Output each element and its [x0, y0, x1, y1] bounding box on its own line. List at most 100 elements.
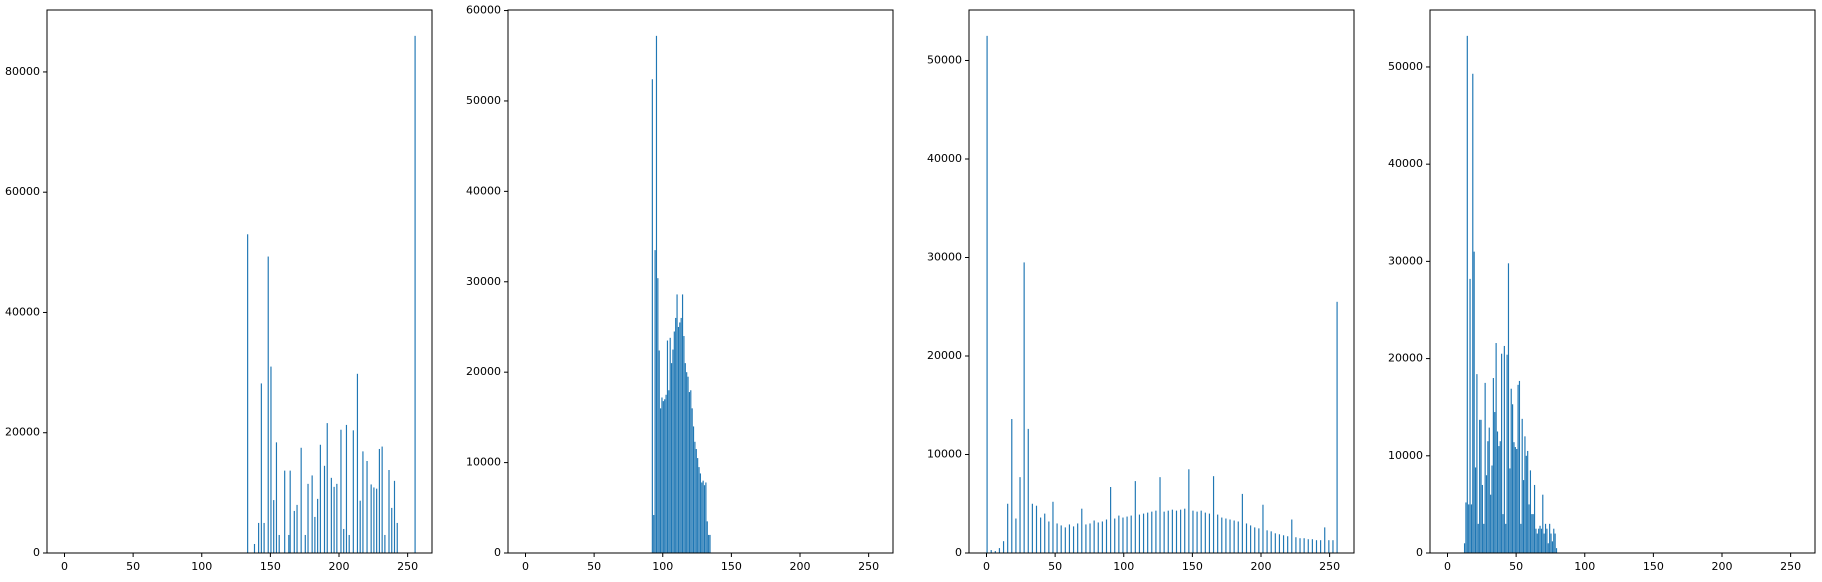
bar	[258, 522, 260, 553]
bar	[1521, 418, 1523, 553]
bar	[1529, 470, 1532, 553]
bar	[684, 363, 686, 553]
bar	[263, 522, 265, 553]
bar	[1023, 262, 1025, 553]
bar	[1483, 523, 1485, 553]
bar	[1516, 448, 1518, 553]
bar	[1465, 502, 1467, 553]
bar	[1551, 541, 1553, 553]
bar	[1502, 514, 1504, 553]
bar	[1118, 515, 1120, 553]
bar	[1528, 504, 1530, 553]
bar	[1507, 263, 1510, 553]
bar	[333, 486, 335, 553]
bar	[1035, 505, 1038, 553]
bar	[1291, 519, 1293, 553]
x-tick-label: 200	[329, 560, 350, 573]
bar	[319, 444, 321, 553]
bar	[1175, 510, 1178, 553]
bar	[1142, 513, 1145, 553]
bar	[1553, 528, 1555, 553]
bar	[348, 534, 350, 553]
bar	[666, 340, 669, 553]
bar	[1196, 511, 1198, 553]
bar	[697, 458, 699, 553]
bar	[1295, 537, 1297, 553]
bar	[699, 473, 701, 553]
bar	[1254, 527, 1256, 553]
bar	[1064, 527, 1066, 553]
x-tick-label: 150	[721, 560, 742, 573]
x-tick-label: 250	[1780, 560, 1801, 573]
bar	[1138, 514, 1141, 553]
bar	[1204, 512, 1206, 553]
bar	[653, 515, 655, 553]
bar	[253, 543, 256, 553]
y-tick-label: 20000	[1388, 352, 1423, 365]
bar	[260, 383, 262, 553]
bar	[1056, 523, 1058, 553]
bar	[1463, 543, 1466, 553]
bar	[1492, 378, 1494, 553]
bar	[1332, 540, 1334, 553]
bar	[683, 336, 685, 553]
bar	[1503, 345, 1505, 553]
x-tick-label: 150	[1643, 560, 1664, 573]
x-tick-label: 150	[1182, 560, 1203, 573]
bar	[1085, 524, 1087, 553]
bar	[1488, 427, 1490, 553]
bar	[273, 500, 275, 553]
bar	[1180, 509, 1182, 553]
bar	[1217, 514, 1219, 553]
bar	[664, 399, 666, 553]
bar	[688, 392, 690, 553]
bar	[657, 278, 659, 553]
bar	[691, 408, 693, 553]
bar	[270, 366, 272, 553]
bar	[1477, 523, 1479, 553]
bar	[1151, 511, 1153, 553]
bar	[1167, 510, 1169, 553]
bar	[1480, 419, 1482, 553]
bar	[343, 528, 345, 553]
bar	[1466, 35, 1468, 554]
bar	[1484, 382, 1486, 553]
x-tick-label: 100	[191, 560, 212, 573]
x-tick-label: 50	[1509, 560, 1523, 573]
bar	[1531, 514, 1533, 553]
x-tick-label: 50	[1048, 560, 1062, 573]
x-tick-label: 100	[1113, 560, 1134, 573]
bar	[1522, 480, 1525, 553]
bar	[1052, 501, 1054, 553]
y-tick-label: 50000	[927, 53, 962, 66]
bar	[1282, 535, 1285, 553]
bar	[662, 401, 664, 553]
bar	[1550, 533, 1552, 553]
bar	[1278, 534, 1281, 553]
bar	[686, 372, 688, 553]
bar	[680, 317, 682, 553]
y-tick-label: 40000	[5, 305, 40, 318]
y-tick-label: 60000	[5, 185, 40, 198]
bar	[692, 426, 695, 553]
bar	[655, 35, 658, 554]
bar	[1068, 524, 1071, 553]
bar	[1208, 513, 1211, 553]
bar	[1266, 530, 1268, 553]
bar	[247, 234, 249, 553]
bar	[1163, 511, 1165, 553]
bar	[1040, 517, 1042, 553]
bar	[1250, 525, 1252, 553]
bar	[1540, 528, 1542, 553]
x-tick-label: 250	[1319, 560, 1340, 573]
bar	[1513, 442, 1515, 553]
bar	[1192, 510, 1194, 553]
y-tick-label: 20000	[466, 365, 501, 378]
bar	[267, 256, 269, 553]
bar	[1539, 525, 1541, 553]
bar	[1093, 520, 1095, 553]
y-tick-label: 0	[1416, 546, 1423, 559]
bar	[1147, 512, 1149, 553]
x-tick-label: 0	[61, 560, 68, 573]
x-tick-label: 0	[983, 560, 990, 573]
